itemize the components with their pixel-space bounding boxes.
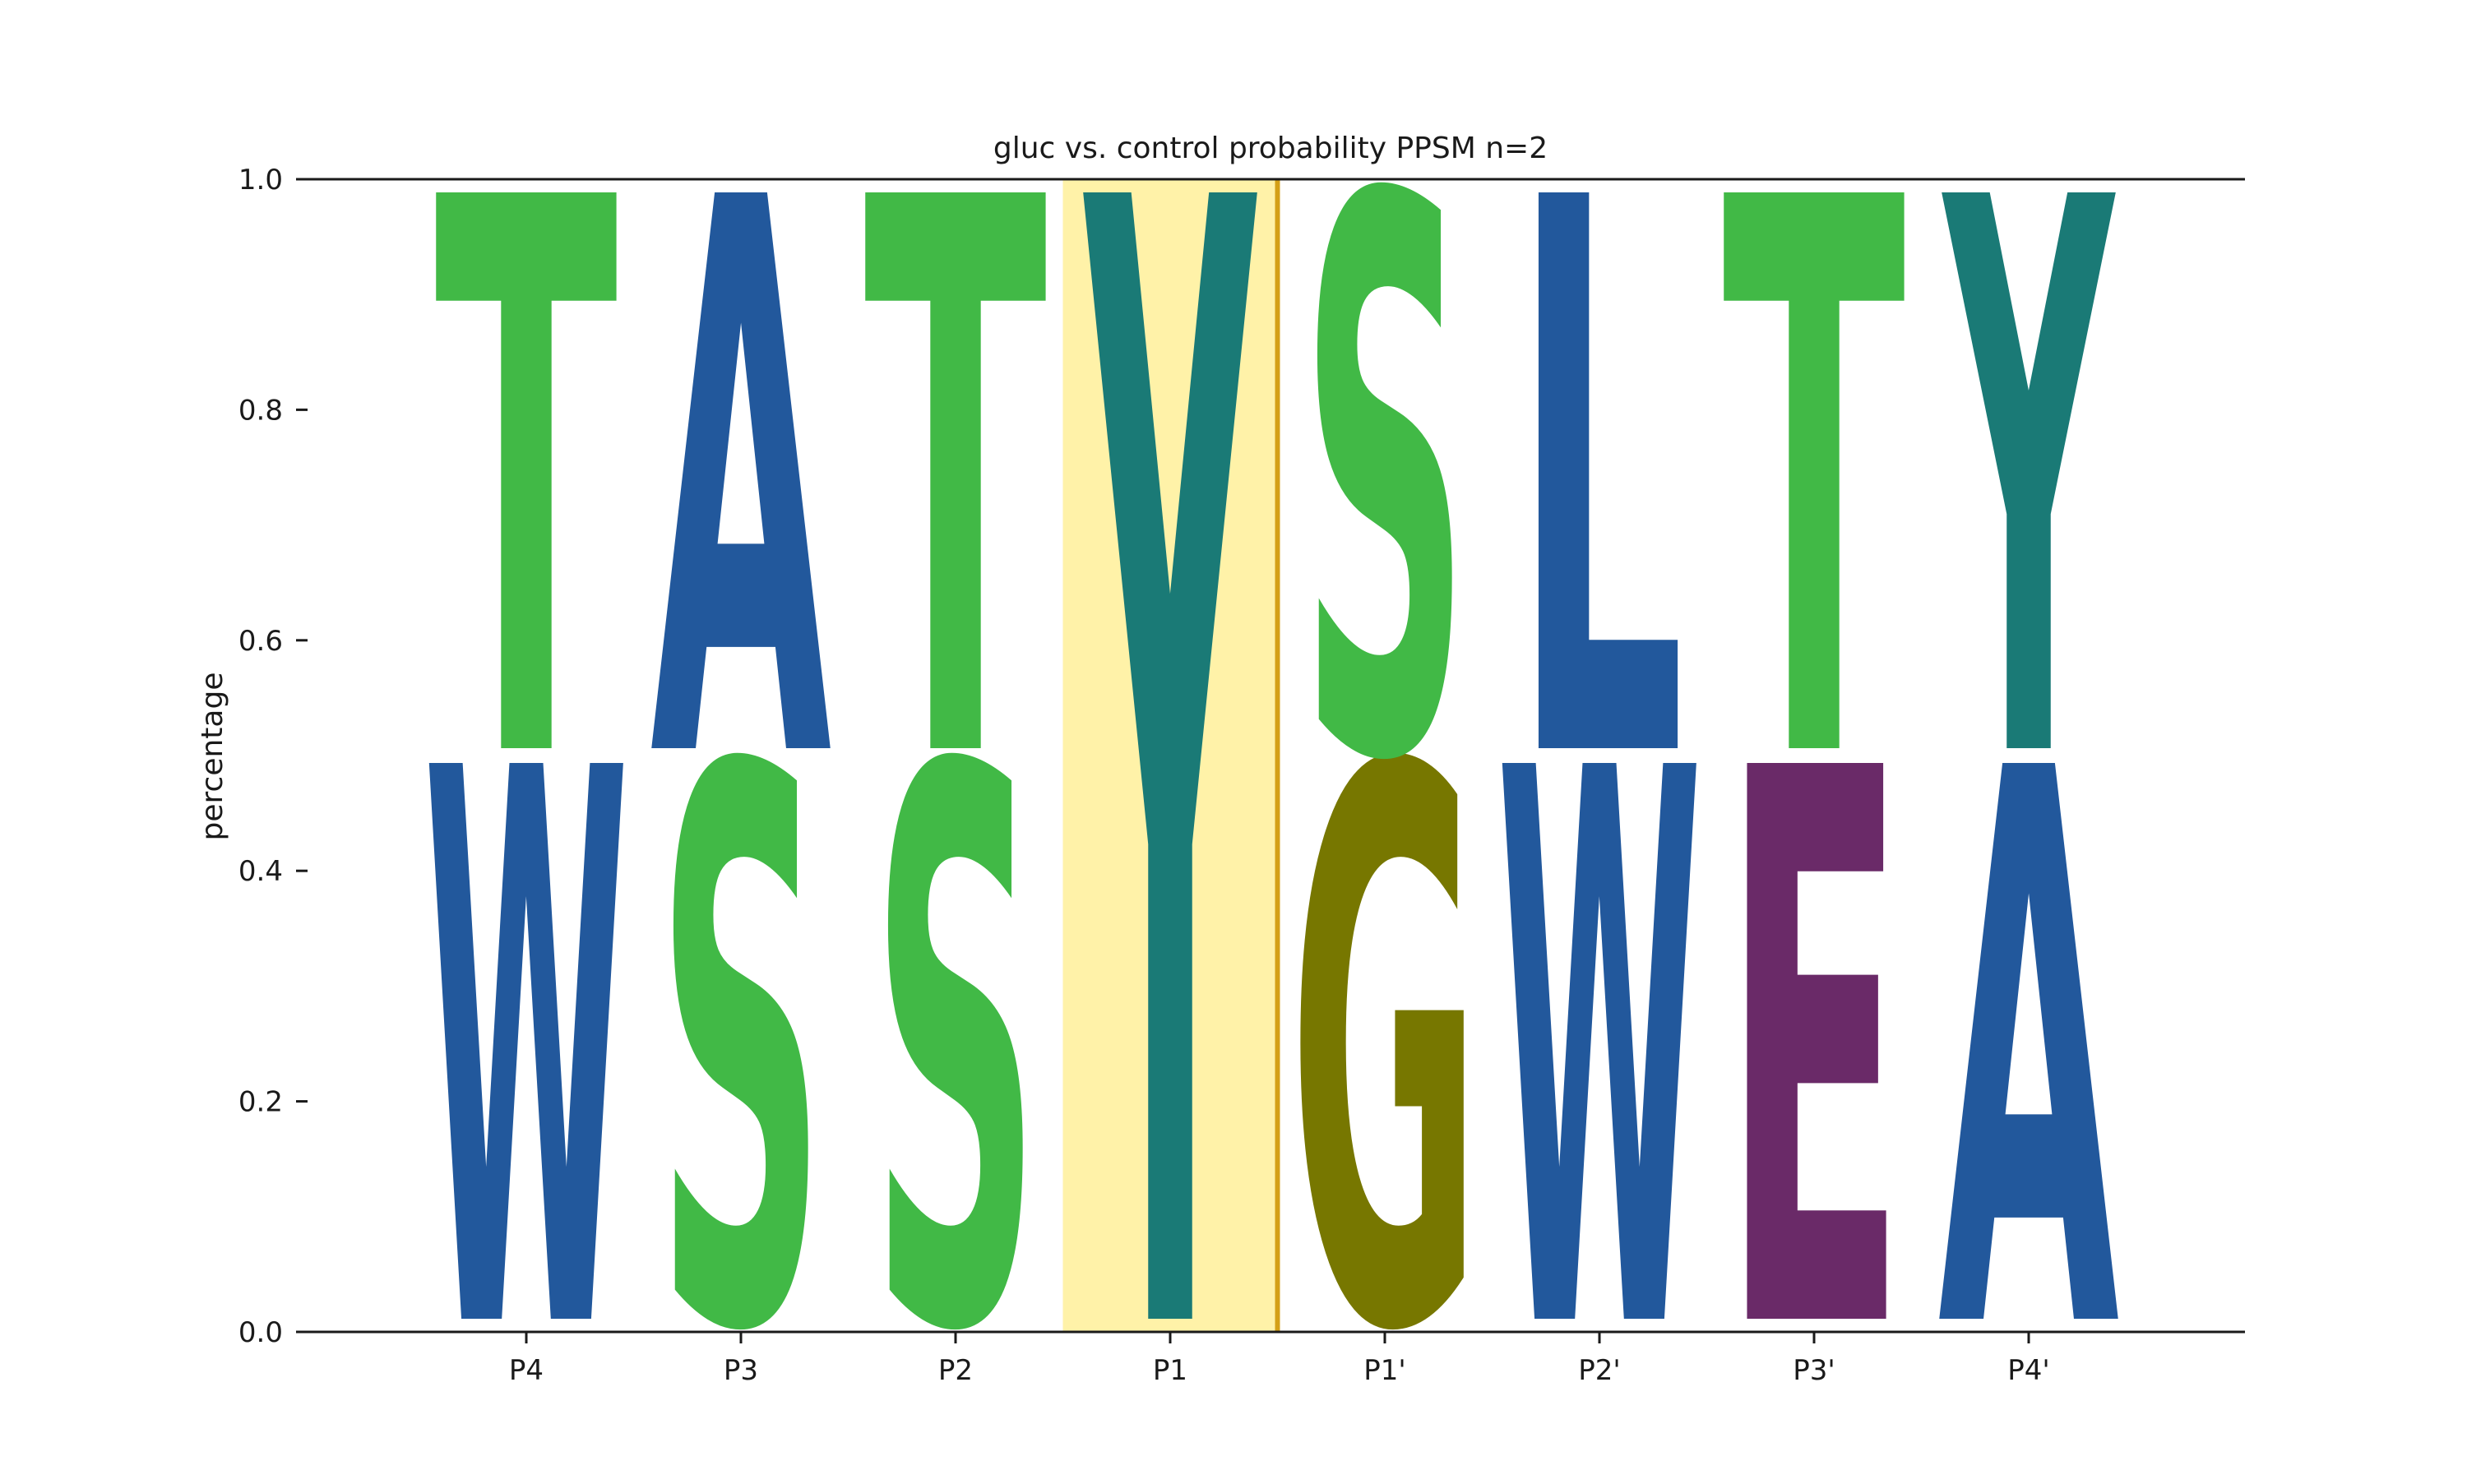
y-axis-label: percentage	[196, 673, 229, 841]
logo-letter-p2-t: T	[864, 41, 1048, 928]
ticks-layer: 0.0 0.2 0.4 0.6 0.8 1.0 P4 P3 P2 P1 P1' P2' P3' P4'	[238, 164, 2050, 1387]
x-tick-label: P2	[938, 1354, 973, 1387]
logo-letter-p3-a: A	[650, 40, 833, 928]
logo-letter-p1p-s: S	[1301, 40, 1470, 928]
y-tick-label: 0.4	[238, 855, 283, 888]
logo-letter-p1-y: Y	[1082, 0, 1257, 1480]
logo-letter-p4-t: T	[435, 41, 619, 928]
x-tick-label: P3'	[1793, 1354, 1835, 1387]
highlight-layer	[1062, 179, 1280, 1332]
y-tick-label: 0.8	[238, 394, 283, 427]
x-tick-label: P1	[1153, 1354, 1187, 1387]
y-tick-label: 0.2	[238, 1086, 283, 1119]
x-tick-label: P4'	[2007, 1354, 2049, 1387]
logo-letter-p2p-l: L	[1514, 41, 1685, 928]
axes-layer	[296, 178, 2245, 1334]
x-tick-label: P3	[724, 1354, 758, 1387]
logo-letter-p3p-t: T	[1723, 41, 1907, 928]
y-tick-label: 0.6	[238, 625, 283, 658]
x-tick-label: P4	[509, 1354, 544, 1387]
chart-title: gluc vs. control probability PPSM n=2	[993, 132, 1548, 165]
logo-letter-p4p-y: Y	[1941, 40, 2116, 928]
highlight-band	[1062, 179, 1278, 1332]
x-tick-label: P1'	[1363, 1354, 1405, 1387]
y-tick-label: 0.0	[238, 1316, 283, 1349]
y-tick-label: 1.0	[238, 164, 283, 196]
x-tick-label: P2'	[1578, 1354, 1620, 1387]
